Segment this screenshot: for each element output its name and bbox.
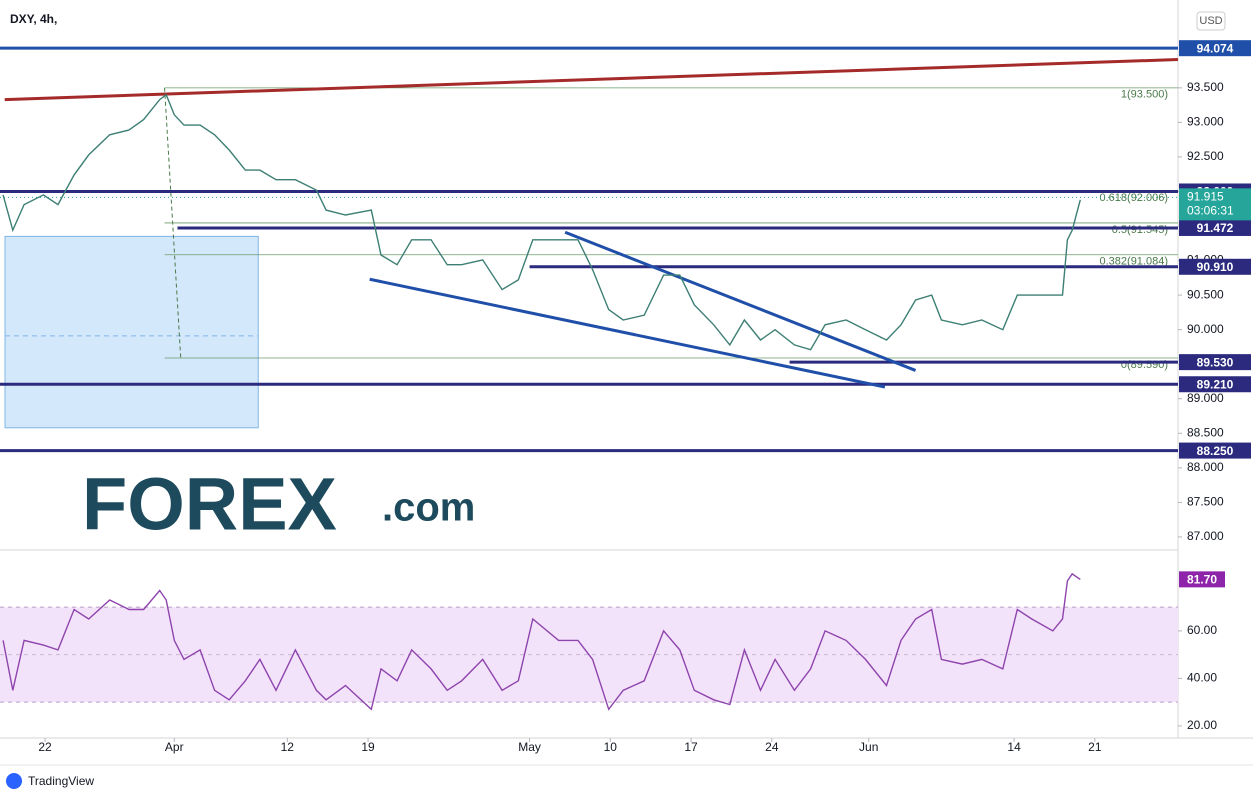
fib-label: 0.618(92.006)	[1100, 192, 1169, 204]
level-tag-label: 90.910	[1197, 260, 1234, 274]
last-price-label: 91.915	[1187, 190, 1224, 204]
level-tag-label: 89.530	[1197, 355, 1234, 369]
y-tick-label: 89.000	[1187, 391, 1224, 405]
y-tick-label: 88.500	[1187, 425, 1224, 439]
x-tick-label: 19	[361, 740, 375, 754]
x-tick-label: 24	[765, 740, 779, 754]
level-tag-label: 88.250	[1197, 444, 1234, 458]
symbol-title: DXY, 4h,	[10, 12, 57, 26]
y-tick-label: 90.500	[1187, 287, 1224, 301]
fib-label: 0.5(91.545)	[1112, 224, 1168, 236]
trendline	[4, 58, 1179, 102]
y-tick-label: 93.000	[1187, 115, 1224, 129]
x-tick-label: May	[518, 740, 541, 754]
fib-label: 1(93.500)	[1121, 89, 1168, 101]
last-price-tag	[1179, 188, 1251, 221]
trendline	[369, 277, 886, 389]
level-tag-label: 94.074	[1197, 41, 1234, 55]
rsi-last-label: 81.70	[1187, 573, 1217, 587]
x-tick-label: 17	[684, 740, 698, 754]
currency-box[interactable]	[1196, 11, 1226, 31]
y-tick-label: 92.500	[1187, 149, 1224, 163]
zone	[4, 235, 259, 429]
level-tag	[1179, 258, 1251, 275]
y-tick-label: 88.000	[1187, 460, 1224, 474]
fib-label: 0.382(91.084)	[1100, 256, 1169, 268]
x-tick-label: 12	[281, 740, 295, 754]
logo-brand: FOREX	[82, 463, 337, 546]
trendline	[564, 230, 917, 372]
y-tick-label: 40.00	[1187, 671, 1217, 685]
x-tick-label: Jun	[859, 740, 878, 754]
x-tick-label: 21	[1088, 740, 1102, 754]
x-tick-label: 10	[604, 740, 618, 754]
level-tag-label: 91.472	[1197, 221, 1234, 235]
rsi-last-tag	[1179, 571, 1225, 588]
y-tick-label: 93.500	[1187, 80, 1224, 94]
x-tick-label: 14	[1007, 740, 1021, 754]
x-tick-label: 22	[38, 740, 52, 754]
countdown: 03:06:31	[1187, 204, 1234, 218]
level-tag	[1179, 40, 1251, 57]
tradingview-icon	[6, 773, 22, 789]
y-tick-label: 20.00	[1187, 718, 1217, 732]
level-tag-label: 89.210	[1197, 377, 1234, 391]
footer-brand[interactable]: TradingView	[28, 774, 94, 788]
level-tag	[1179, 219, 1251, 236]
level-tag	[1179, 354, 1251, 371]
level-tag	[1179, 376, 1251, 393]
y-tick-label: 87.500	[1187, 495, 1224, 509]
logo-suffix: .com	[382, 486, 475, 530]
y-tick-label: 60.00	[1187, 623, 1217, 637]
x-tick-label: Apr	[165, 740, 184, 754]
level-tag	[1179, 442, 1251, 459]
currency[interactable]: USD	[1199, 15, 1222, 27]
y-tick-label: 90.000	[1187, 322, 1224, 336]
price-line	[2, 93, 1081, 351]
y-tick-label: 87.000	[1187, 529, 1224, 543]
price-line	[2, 572, 1081, 711]
